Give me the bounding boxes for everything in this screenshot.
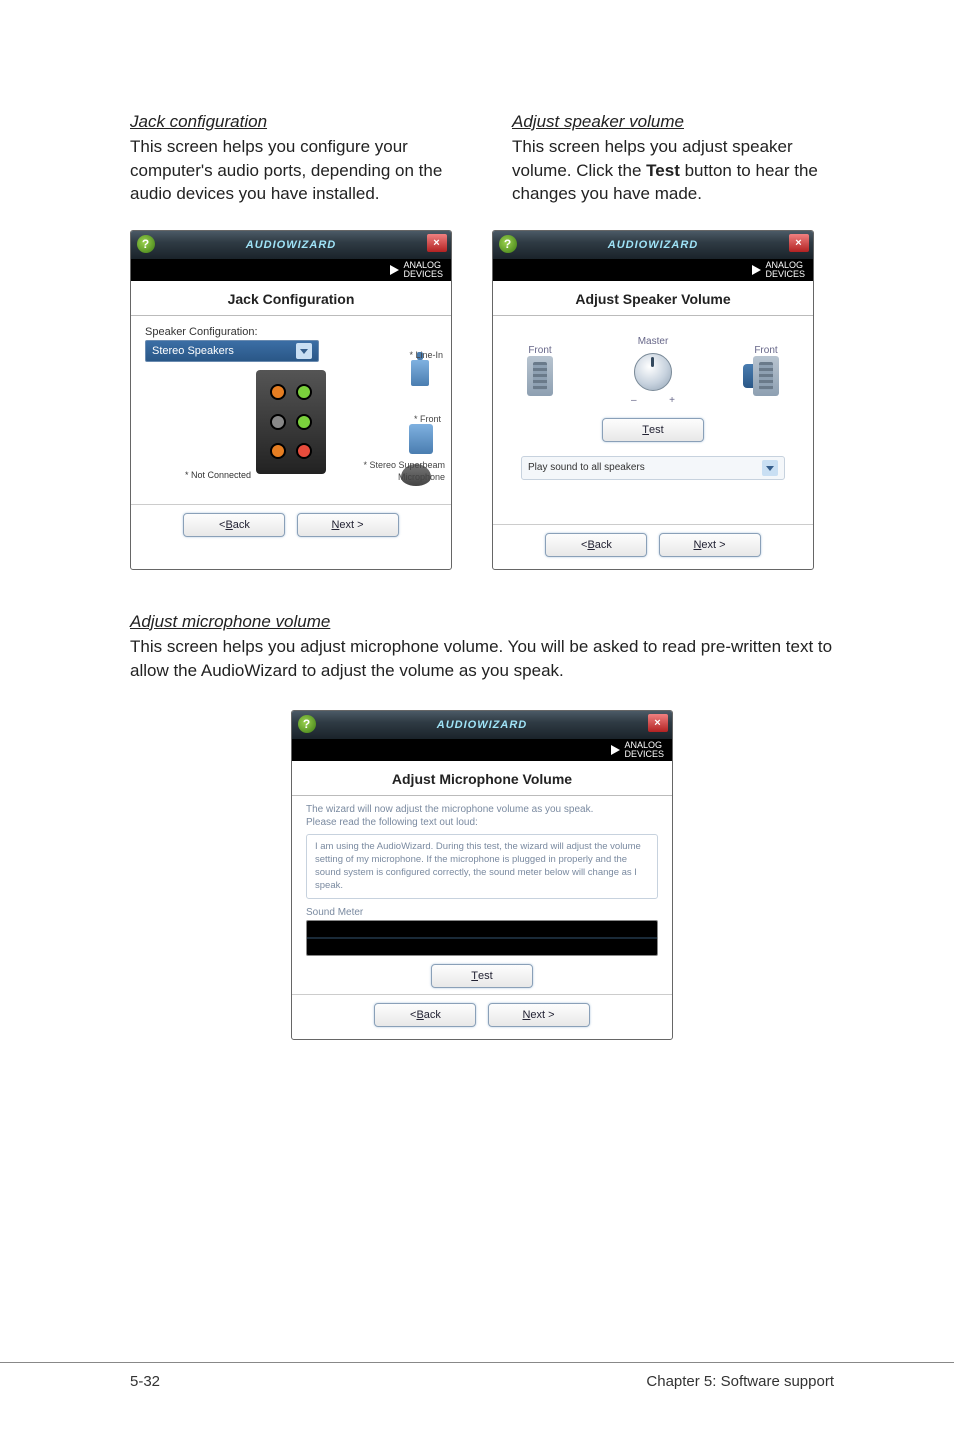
superbeam-label1: * Stereo Superbeam: [363, 460, 445, 470]
speaker-config-label: Speaker Configuration:: [145, 326, 437, 338]
back-u: B: [587, 539, 594, 551]
adjust-mic-heading: Adjust microphone volume: [130, 610, 834, 633]
back-button[interactable]: < Back: [545, 533, 647, 557]
not-connected-label: * Not Connected: [185, 470, 251, 480]
sound-meter: [306, 920, 658, 956]
next-rest: ext >: [339, 519, 363, 531]
back-rest: ack: [424, 1009, 441, 1021]
adjust-speaker-heading: Adjust speaker volume: [512, 110, 834, 133]
next-button[interactable]: Next >: [297, 513, 399, 537]
sound-meter-label: Sound Meter: [292, 905, 672, 920]
knob-plus[interactable]: +: [669, 395, 675, 406]
speaker-dialog-head: Adjust Speaker Volume: [493, 281, 813, 316]
chapter-label: Chapter 5: Software support: [646, 1373, 834, 1390]
brand-logo-icon: [752, 265, 761, 275]
master-label: Master: [631, 336, 675, 347]
next-u: N: [693, 539, 701, 551]
next-rest: ext >: [701, 539, 725, 551]
play-target-value: Play sound to all speakers: [528, 462, 645, 473]
next-rest: ext >: [530, 1009, 554, 1021]
superbeam-label2: Microphone: [398, 472, 445, 482]
next-u: N: [522, 1009, 530, 1021]
jack-red-icon[interactable]: [296, 443, 312, 459]
linein-device-icon: [411, 360, 429, 386]
test-u: T: [642, 424, 649, 436]
jack-green2-icon[interactable]: [296, 414, 312, 430]
help-icon[interactable]: ?: [298, 715, 316, 733]
back-rest: ack: [595, 539, 612, 551]
close-icon[interactable]: ×: [789, 234, 809, 252]
knob-minus[interactable]: –: [631, 395, 637, 406]
jack-config-heading: Jack configuration: [130, 110, 452, 133]
brand-logo-icon: [611, 745, 620, 755]
master-volume-knob[interactable]: [634, 353, 672, 391]
test-rest: est: [649, 424, 664, 436]
brand-logo-icon: [390, 265, 399, 275]
mic-dialog-head: Adjust Microphone Volume: [292, 761, 672, 796]
dialog-titlebar: ? AUDIOWIZARD ×: [493, 231, 813, 259]
dialog-title: AUDIOWIZARD: [437, 719, 527, 731]
page-number: 5-32: [130, 1373, 160, 1390]
back-u: B: [416, 1009, 423, 1021]
mic-test-button[interactable]: Test: [431, 964, 533, 988]
back-button[interactable]: < Back: [374, 1003, 476, 1027]
front-speaker-icon: [409, 424, 433, 454]
dialog-title: AUDIOWIZARD: [608, 239, 698, 251]
jack-green-icon[interactable]: [296, 384, 312, 400]
next-u: N: [331, 519, 339, 531]
brand-bar: ANALOG DEVICES: [493, 259, 813, 281]
front-left-label: Front: [527, 345, 553, 356]
brand-line2: DEVICES: [403, 269, 443, 279]
jack-grey-icon[interactable]: [270, 414, 286, 430]
jack-config-body: This screen helps you configure your com…: [130, 137, 442, 203]
speaker-config-combo[interactable]: Stereo Speakers: [145, 340, 319, 362]
front-left-speaker-icon: [527, 356, 553, 396]
adjust-mic-body: This screen helps you adjust microphone …: [130, 637, 832, 679]
jack-config-dialog: ? AUDIOWIZARD × ANALOG DEVICES Jack Conf…: [130, 230, 452, 570]
mic-volume-dialog: ? AUDIOWIZARD × ANALOG DEVICES Adjust Mi…: [291, 710, 673, 1040]
back-rest: ack: [233, 519, 250, 531]
front-label: * Front: [414, 414, 441, 424]
next-button[interactable]: Next >: [488, 1003, 590, 1027]
brand-bar: ANALOG DEVICES: [292, 739, 672, 761]
dialog-titlebar: ? AUDIOWIZARD ×: [131, 231, 451, 259]
mic-test-rest: est: [478, 970, 493, 982]
chevron-down-icon[interactable]: [296, 343, 312, 359]
help-icon[interactable]: ?: [499, 235, 517, 253]
mic-readtext-box: I am using the AudioWizard. During this …: [306, 834, 658, 899]
front-right-speaker-icon: [753, 356, 779, 396]
chevron-down-icon[interactable]: [762, 460, 778, 476]
linein-label: * Line-In: [409, 350, 443, 360]
back-button[interactable]: < Back: [183, 513, 285, 537]
jack-dialog-head: Jack Configuration: [131, 281, 451, 316]
brand-bar: ANALOG DEVICES: [131, 259, 451, 281]
jack-orange2-icon[interactable]: [270, 443, 286, 459]
play-target-combo[interactable]: Play sound to all speakers: [521, 456, 785, 480]
dialog-title: AUDIOWIZARD: [246, 239, 336, 251]
close-icon[interactable]: ×: [427, 234, 447, 252]
audio-ports-panel: [256, 370, 326, 474]
next-button[interactable]: Next >: [659, 533, 761, 557]
test-button[interactable]: Test: [602, 418, 704, 442]
brand-line2: DEVICES: [624, 749, 664, 759]
mic-desc1: The wizard will now adjust the microphon…: [292, 796, 672, 817]
adjust-speaker-body-bold: Test: [646, 161, 680, 180]
front-right-label: Front: [753, 345, 779, 356]
mic-desc2: Please read the following text out loud:: [292, 817, 672, 832]
jack-orange-icon[interactable]: [270, 384, 286, 400]
speaker-volume-dialog: ? AUDIOWIZARD × ANALOG DEVICES Adjust Sp…: [492, 230, 814, 570]
mic-test-u: T: [471, 970, 478, 982]
dialog-titlebar: ? AUDIOWIZARD ×: [292, 711, 672, 739]
brand-line2: DEVICES: [765, 269, 805, 279]
close-icon[interactable]: ×: [648, 714, 668, 732]
back-u: B: [225, 519, 232, 531]
speaker-config-value: Stereo Speakers: [152, 345, 234, 357]
help-icon[interactable]: ?: [137, 235, 155, 253]
